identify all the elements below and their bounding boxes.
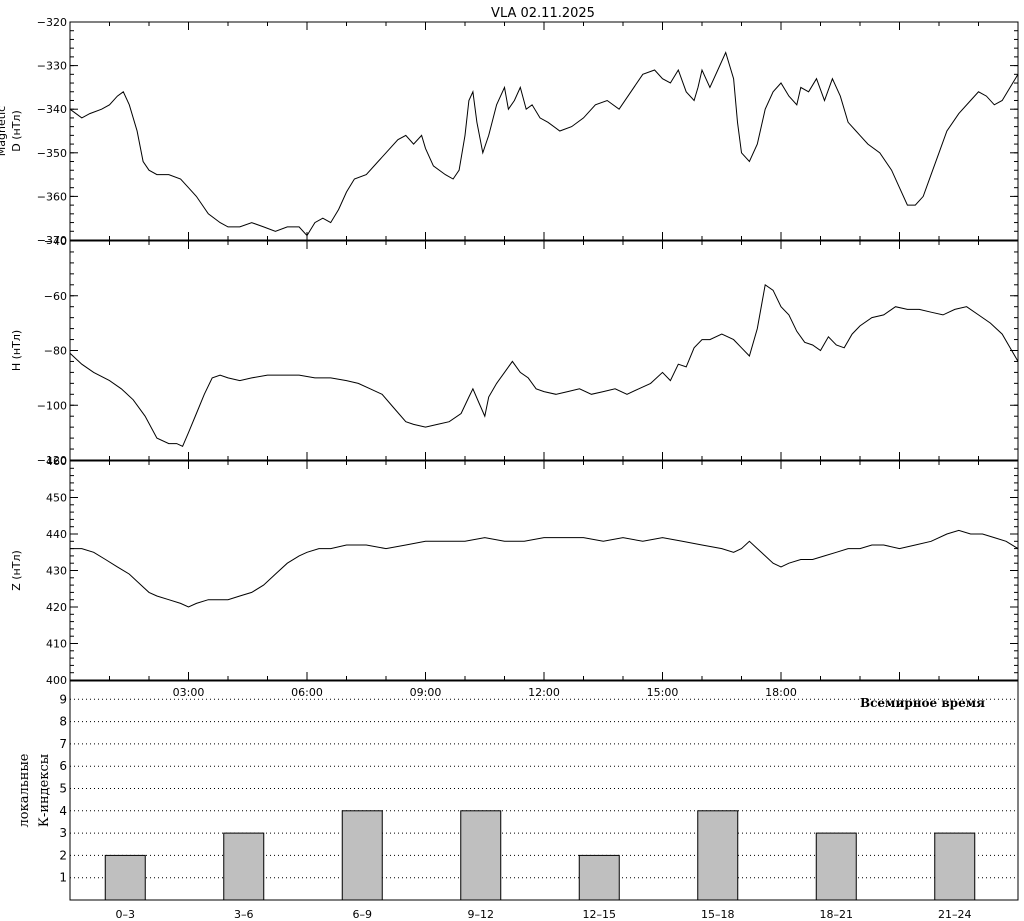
y-tick-label: −100 <box>37 399 67 412</box>
chart-title: VLA 02.11.2025 <box>491 6 595 21</box>
panel-frame <box>69 460 1019 681</box>
panel-H: −120 −100 −80 −60 −40 H (нТл) <box>10 235 1019 467</box>
k-bar <box>104 854 146 901</box>
y-tick-label: 420 <box>46 601 67 614</box>
k-category-label: 12–15 <box>583 908 617 921</box>
k-bar <box>697 810 739 901</box>
k-bar <box>934 832 976 901</box>
time-tick-label: 09:00 <box>410 686 442 699</box>
y-tick-label: 440 <box>46 528 67 541</box>
y-tick-label: −340 <box>37 103 67 116</box>
y-axis-label: Z (нТл) <box>10 550 23 591</box>
k-axis-label-2: локальные <box>17 753 32 827</box>
y-tick-label: −330 <box>37 60 67 73</box>
series-line-H <box>69 283 1019 447</box>
time-tick-label: 12:00 <box>528 686 560 699</box>
k-bar <box>815 832 857 901</box>
k-tick-label: 4 <box>59 804 67 818</box>
k-tick-label: 8 <box>59 715 67 729</box>
k-bar <box>460 810 502 901</box>
y-tick-label: −320 <box>37 16 67 29</box>
y-tick-label: −80 <box>44 345 67 358</box>
x-axis-label: Всемирное время <box>860 696 985 710</box>
time-tick-label: 06:00 <box>291 686 323 699</box>
k-bar <box>341 810 383 901</box>
panel-frame <box>69 240 1019 461</box>
y-tick-label: 450 <box>46 492 67 505</box>
y-tick-label: −360 <box>37 190 67 203</box>
time-tick-label: 03:00 <box>173 686 205 699</box>
y-tick-label: 410 <box>46 638 67 651</box>
k-category-label: 9–12 <box>468 908 495 921</box>
panel-frame <box>69 680 1019 901</box>
y-axis-label: D (нТл) <box>10 110 23 152</box>
k-bar <box>578 854 620 901</box>
k-tick-label: 7 <box>59 737 67 751</box>
k-category-label: 6–9 <box>353 908 373 921</box>
y-axis-label-prefix: Magnetic <box>0 106 8 156</box>
series-line-D <box>69 51 1019 237</box>
k-category-label: 18–21 <box>820 908 854 921</box>
panel-frame <box>69 21 1019 241</box>
k-category-label: 0–3 <box>116 908 136 921</box>
y-tick-label: −120 <box>37 454 67 467</box>
k-axis-label: К-индексы <box>37 754 52 827</box>
y-tick-label: 400 <box>46 674 67 687</box>
y-axis-label: H (нТл) <box>10 330 23 371</box>
panel-K: 1 2 3 4 5 6 7 8 9 0–3 3–6 6–9 9–12 12–15 15–18 18–21 21–… <box>17 680 1019 921</box>
y-tick-label: −350 <box>37 147 67 160</box>
k-bar <box>223 832 265 901</box>
k-category-label: 15–18 <box>701 908 735 921</box>
time-tick-label: 18:00 <box>765 686 797 699</box>
k-tick-label: 1 <box>59 871 67 885</box>
y-tick-label: 460 <box>46 455 67 468</box>
k-category-label: 21–24 <box>938 908 972 921</box>
k-category-label: 3–6 <box>234 908 254 921</box>
panel-Z: 400 410 420 430 440 450 460 Z (нТл) <box>10 455 1019 687</box>
k-tick-label: 6 <box>59 759 67 773</box>
y-tick-label: 430 <box>46 565 67 578</box>
panel-D: −370 −360 −350 −340 −330 −320 D (нТл)Magnetic <box>0 16 1019 247</box>
time-tick-label: 15:00 <box>647 686 679 699</box>
k-tick-label: 5 <box>59 782 67 796</box>
k-tick-label: 3 <box>59 826 67 840</box>
y-tick-label: −40 <box>44 235 67 248</box>
k-tick-label: 2 <box>59 848 67 862</box>
k-tick-label: 9 <box>59 692 67 706</box>
series-line-Z <box>70 529 1019 608</box>
y-tick-label: −60 <box>44 290 67 303</box>
y-tick-label: −370 <box>37 234 67 247</box>
